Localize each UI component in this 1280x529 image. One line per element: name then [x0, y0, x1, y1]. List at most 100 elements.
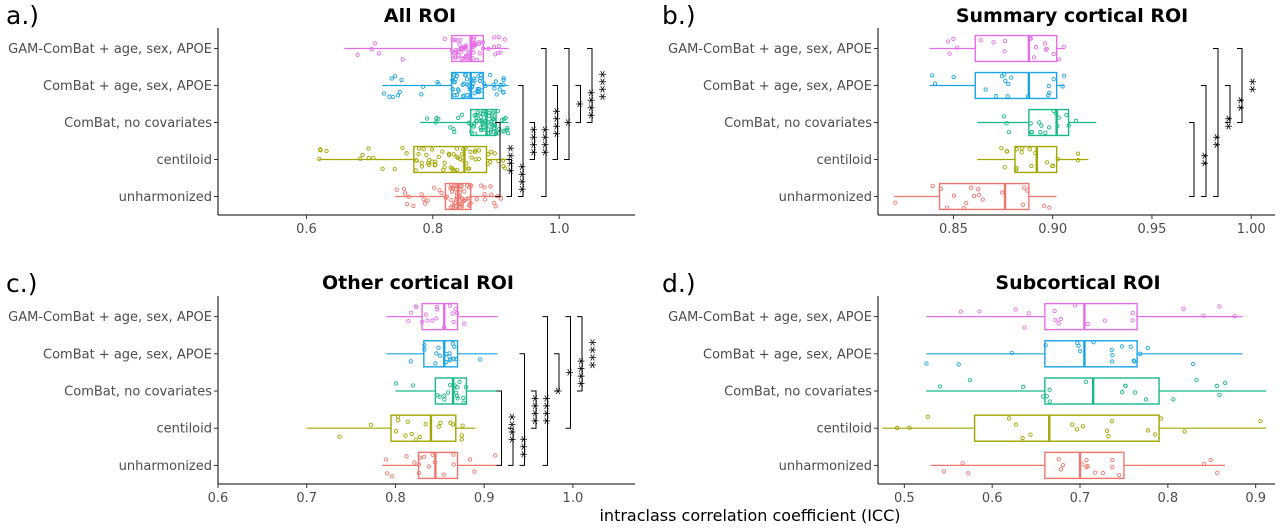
data-point	[448, 205, 453, 210]
data-point	[1028, 432, 1033, 437]
data-point	[1004, 121, 1009, 126]
bracket-line	[518, 85, 524, 197]
data-point	[396, 418, 401, 423]
data-point	[437, 394, 442, 399]
data-point	[482, 185, 487, 190]
bracket-line	[496, 390, 502, 466]
data-point	[464, 161, 469, 166]
bracket-line	[552, 85, 558, 160]
data-point	[941, 469, 947, 474]
data-point	[466, 120, 471, 125]
data-point	[468, 57, 473, 62]
x-tick-label: 0.9	[474, 491, 495, 506]
x-tick-label: 0.95	[1137, 222, 1166, 237]
data-point	[432, 163, 438, 168]
data-point	[457, 379, 462, 384]
box-0	[386, 302, 498, 331]
data-point	[476, 41, 482, 47]
x-tick-label: 0.7	[1070, 491, 1091, 506]
data-point	[978, 37, 983, 43]
data-point	[1042, 41, 1048, 46]
data-point	[1061, 73, 1067, 78]
data-point	[437, 353, 443, 358]
data-point	[462, 321, 467, 326]
data-point	[383, 457, 389, 462]
significance-label: **	[1241, 78, 1259, 94]
data-point	[498, 82, 503, 88]
data-point	[413, 304, 418, 309]
data-point	[1074, 427, 1080, 432]
data-point	[459, 200, 464, 205]
data-point	[452, 129, 457, 135]
data-point	[434, 351, 439, 356]
data-point	[381, 91, 387, 96]
data-point	[454, 196, 459, 201]
significance-label: ****	[545, 108, 563, 139]
data-point	[492, 123, 498, 128]
data-point	[417, 146, 422, 151]
data-point	[430, 318, 435, 323]
data-point	[392, 167, 397, 172]
data-point	[451, 319, 456, 325]
data-point	[488, 72, 493, 77]
data-point	[467, 87, 472, 92]
data-point	[1232, 314, 1237, 319]
data-point	[449, 182, 454, 188]
data-point	[481, 46, 486, 51]
significance-bracket: *	[542, 316, 565, 466]
box-3	[977, 145, 1089, 174]
data-point	[457, 190, 462, 195]
data-point	[464, 197, 469, 202]
category-label: ComBat + age, sex, APOE	[43, 347, 212, 362]
data-point	[448, 125, 453, 130]
data-point	[463, 72, 468, 78]
data-point	[422, 343, 427, 348]
data-point	[419, 192, 424, 197]
significance-bracket: *	[552, 85, 575, 160]
x-tick-label: 0.6	[296, 222, 317, 237]
data-point	[1109, 419, 1115, 424]
data-point	[337, 434, 342, 439]
data-point	[453, 306, 458, 312]
data-point	[434, 115, 439, 121]
data-point	[416, 462, 422, 467]
data-point	[479, 183, 484, 188]
significance-label: **	[1205, 134, 1223, 150]
significance-label: ****	[591, 71, 609, 102]
data-point	[455, 396, 460, 401]
data-point	[1217, 304, 1222, 309]
bracket-line	[519, 353, 525, 466]
box-1	[386, 340, 498, 368]
x-tick-label: 0.6	[208, 491, 229, 506]
data-point	[1091, 340, 1096, 345]
data-point	[453, 50, 459, 55]
data-point	[505, 127, 510, 133]
data-point	[1051, 51, 1056, 57]
data-point	[454, 146, 460, 151]
panel-label: b.)	[662, 1, 696, 30]
data-point	[400, 57, 405, 62]
data-point	[423, 312, 429, 317]
bracket-line	[529, 122, 535, 160]
data-point	[444, 359, 449, 365]
data-point	[1084, 458, 1089, 463]
data-point	[433, 361, 438, 366]
panel-title: All ROI	[384, 5, 456, 27]
iqr-box	[938, 182, 1030, 211]
data-point	[475, 86, 480, 92]
data-point	[1109, 347, 1114, 353]
data-point	[419, 319, 425, 325]
data-point	[925, 414, 930, 419]
data-point	[1006, 416, 1012, 421]
data-point	[497, 126, 502, 132]
data-point	[458, 156, 463, 162]
data-point	[394, 187, 399, 192]
iqr-box	[421, 302, 459, 331]
data-point	[452, 80, 457, 85]
bracket-line	[508, 427, 514, 466]
data-point	[924, 361, 929, 366]
data-point	[502, 37, 507, 42]
iqr-box	[417, 451, 459, 480]
data-point	[455, 311, 460, 316]
